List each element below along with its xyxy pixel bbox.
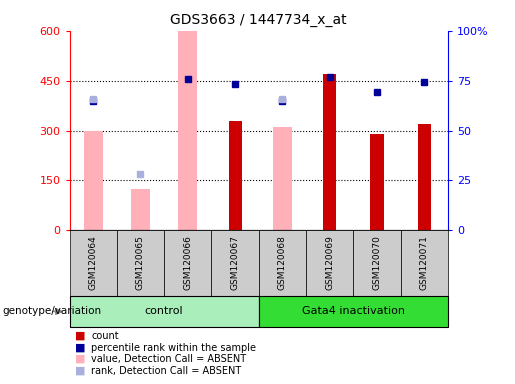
Text: GSM120068: GSM120068 [278, 236, 287, 291]
Bar [273, 127, 292, 230]
Text: control: control [145, 306, 183, 316]
Bar [401, 230, 448, 296]
Bar [323, 74, 336, 230]
Bar [306, 230, 353, 296]
Bar [178, 31, 197, 230]
Text: GSM120064: GSM120064 [89, 236, 98, 290]
Text: rank, Detection Call = ABSENT: rank, Detection Call = ABSENT [91, 366, 242, 376]
Bar [70, 296, 259, 327]
Bar [418, 124, 431, 230]
Text: genotype/variation: genotype/variation [3, 306, 101, 316]
Text: Gata4 inactivation: Gata4 inactivation [302, 306, 405, 316]
Bar [229, 121, 242, 230]
Text: GSM120071: GSM120071 [420, 236, 429, 291]
Text: ■: ■ [75, 331, 85, 341]
Text: ■: ■ [75, 366, 85, 376]
Bar [259, 296, 448, 327]
Text: GSM120065: GSM120065 [136, 236, 145, 291]
Bar [164, 230, 212, 296]
Bar [259, 230, 306, 296]
Bar [353, 230, 401, 296]
Bar [212, 230, 259, 296]
Text: count: count [91, 331, 119, 341]
Bar [131, 189, 150, 230]
Bar [117, 230, 164, 296]
Text: ■: ■ [75, 343, 85, 353]
Text: GSM120067: GSM120067 [231, 236, 239, 291]
Text: GSM120066: GSM120066 [183, 236, 192, 291]
Text: GSM120070: GSM120070 [372, 236, 382, 291]
Bar [70, 230, 117, 296]
Title: GDS3663 / 1447734_x_at: GDS3663 / 1447734_x_at [170, 13, 347, 27]
Text: GSM120069: GSM120069 [325, 236, 334, 291]
Text: value, Detection Call = ABSENT: value, Detection Call = ABSENT [91, 354, 246, 364]
Text: ■: ■ [75, 354, 85, 364]
Bar [84, 131, 102, 230]
Bar [370, 134, 384, 230]
Text: percentile rank within the sample: percentile rank within the sample [91, 343, 256, 353]
